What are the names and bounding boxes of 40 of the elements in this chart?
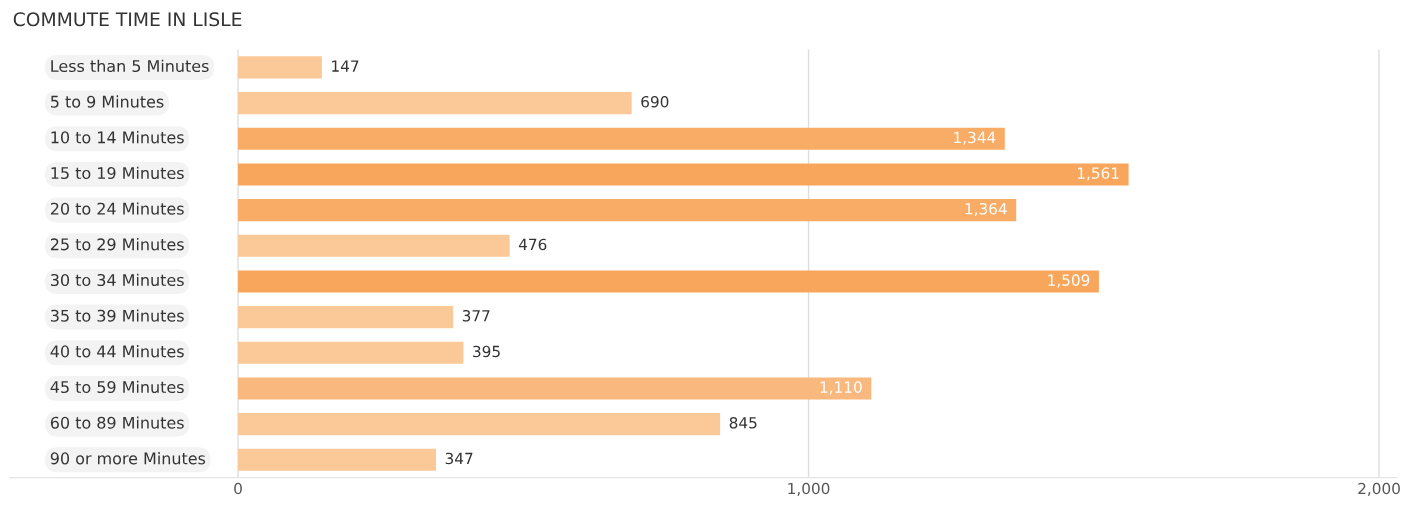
x-tick-label: 0	[234, 482, 242, 495]
data-label: 476	[518, 238, 547, 251]
y-tick-label: Less than 5 Minutes	[51, 59, 209, 73]
data-label: 377	[462, 309, 490, 322]
y-tick-label: 25 to 29 Minutes	[50, 238, 184, 251]
bar	[238, 199, 1017, 222]
data-label: 1,509	[1048, 274, 1090, 288]
data-label: 147	[332, 60, 359, 72]
data-label: 1,344	[954, 131, 996, 145]
chart-title: COMMUTE TIME IN LISLE	[13, 12, 242, 27]
data-label: 845	[729, 417, 757, 429]
bar	[238, 341, 464, 364]
bar	[238, 127, 1005, 150]
x-tick-label: 1,000	[788, 482, 830, 496]
y-tick-label: 40 to 44 Minutes	[50, 345, 184, 358]
y-tick-label: 90 or more Minutes	[50, 452, 206, 465]
bar	[238, 377, 872, 400]
bar	[238, 92, 632, 115]
data-label: 1,364	[965, 202, 1007, 217]
y-tick-label: 5 to 9 Minutes	[51, 95, 164, 108]
data-label: 1,110	[820, 381, 862, 395]
y-tick-label: 30 to 34 Minutes	[50, 273, 184, 287]
y-tick-label: 45 to 59 Minutes	[50, 380, 184, 394]
x-tick-label: 2,000	[1358, 482, 1400, 496]
bar	[238, 56, 322, 79]
y-tick-label: 60 to 89 Minutes	[50, 416, 184, 429]
y-tick-label: 10 to 14 Minutes	[51, 131, 184, 144]
y-tick-label: 15 to 19 Minutes	[51, 166, 184, 180]
bar	[238, 448, 437, 471]
data-label: 1,561	[1077, 167, 1119, 181]
bar	[238, 270, 1099, 293]
y-tick-label: 35 to 39 Minutes	[50, 309, 184, 322]
data-label: 347	[445, 452, 473, 465]
bar	[238, 413, 721, 436]
bar	[238, 234, 510, 257]
bar	[238, 306, 454, 329]
data-label: 395	[473, 345, 500, 358]
bar	[238, 163, 1129, 186]
data-label: 690	[641, 95, 669, 108]
y-tick-label: 20 to 24 Minutes	[50, 202, 184, 215]
